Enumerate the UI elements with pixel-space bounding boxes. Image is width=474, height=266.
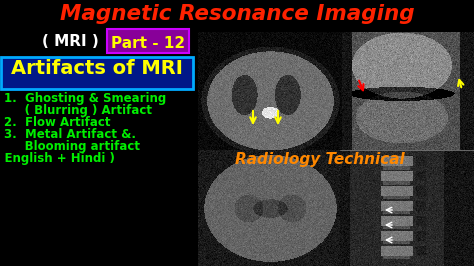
Text: 3.  Metal Artifact &.: 3. Metal Artifact &. (4, 128, 136, 141)
Text: ( MRI ): ( MRI ) (42, 34, 99, 49)
FancyBboxPatch shape (1, 57, 193, 89)
Text: Magnetic Resonance Imaging: Magnetic Resonance Imaging (60, 4, 414, 24)
Text: Blooming artifact: Blooming artifact (4, 140, 140, 153)
Text: 2.  Flow Artifact: 2. Flow Artifact (4, 116, 110, 129)
Text: Part - 12: Part - 12 (111, 36, 185, 51)
Text: Artifacts of MRI: Artifacts of MRI (11, 59, 183, 78)
Text: ( Blurring ) Artifact: ( Blurring ) Artifact (4, 104, 152, 117)
Text: Radiology Technical: Radiology Technical (235, 152, 405, 167)
Text: 1.  Ghosting & Smearing: 1. Ghosting & Smearing (4, 92, 166, 105)
Text: ( English + Hindi ): ( English + Hindi ) (0, 152, 115, 165)
FancyBboxPatch shape (107, 29, 189, 53)
